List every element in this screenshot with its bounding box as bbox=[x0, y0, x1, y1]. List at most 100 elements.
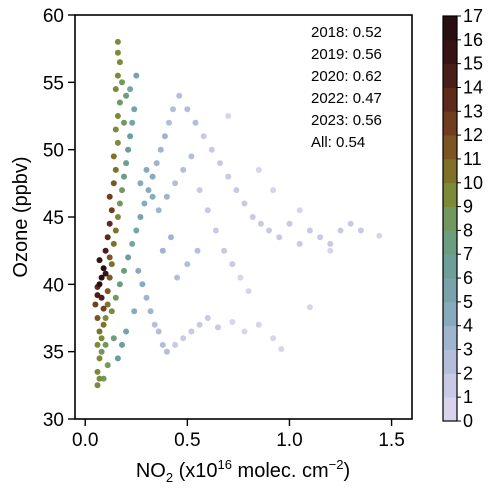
data-point bbox=[131, 106, 138, 113]
data-point bbox=[94, 368, 101, 375]
data-point bbox=[114, 38, 121, 45]
colorbar-segment bbox=[443, 254, 457, 279]
data-point bbox=[108, 207, 115, 214]
colorbar-segment bbox=[443, 325, 457, 350]
data-point bbox=[114, 49, 121, 56]
data-point bbox=[104, 301, 111, 308]
colorbar-segment bbox=[443, 349, 457, 374]
y-tick-label: 40 bbox=[43, 275, 64, 296]
data-point bbox=[102, 341, 109, 348]
data-point bbox=[306, 304, 313, 311]
data-point bbox=[110, 335, 117, 342]
x-axis-title-sub: 2 bbox=[166, 470, 173, 485]
data-point bbox=[110, 240, 117, 247]
data-point bbox=[255, 321, 262, 328]
data-point bbox=[376, 232, 383, 239]
data-point bbox=[233, 187, 240, 194]
data-point bbox=[121, 173, 127, 180]
data-point bbox=[196, 187, 203, 194]
data-point bbox=[106, 274, 113, 281]
data-point bbox=[217, 160, 223, 167]
data-point bbox=[96, 375, 103, 382]
data-point bbox=[104, 362, 111, 369]
data-point bbox=[225, 113, 232, 119]
data-point bbox=[137, 214, 144, 220]
data-point bbox=[204, 315, 211, 321]
data-point bbox=[98, 294, 105, 301]
data-point bbox=[131, 308, 138, 315]
data-point bbox=[121, 267, 127, 274]
colorbar-tick-label: 15 bbox=[463, 54, 483, 74]
y-tick-label: 35 bbox=[43, 343, 64, 364]
data-point bbox=[270, 335, 277, 342]
y-tick-label: 55 bbox=[43, 73, 64, 94]
colorbar-segment bbox=[443, 373, 457, 398]
data-point bbox=[100, 375, 107, 382]
data-point bbox=[143, 294, 150, 301]
colorbar-segment bbox=[443, 397, 457, 422]
colorbar-segment bbox=[443, 158, 457, 184]
x-tick-label: 1.5 bbox=[378, 430, 404, 451]
data-point bbox=[104, 288, 111, 295]
data-point bbox=[170, 106, 176, 113]
data-point bbox=[137, 180, 144, 187]
data-point bbox=[357, 227, 364, 234]
data-point bbox=[147, 308, 154, 315]
data-point bbox=[133, 72, 140, 79]
data-point bbox=[123, 92, 130, 99]
data-point bbox=[106, 193, 113, 200]
colorbar-frame bbox=[442, 15, 458, 422]
data-point bbox=[100, 265, 107, 272]
data-point bbox=[100, 321, 107, 328]
data-point bbox=[225, 173, 232, 180]
data-point bbox=[168, 234, 174, 241]
colorbar-tick-label: 5 bbox=[463, 292, 473, 312]
data-point bbox=[286, 220, 293, 227]
annotation-2019: 2019: 0.56 bbox=[311, 46, 382, 63]
data-point bbox=[98, 274, 105, 281]
colorbar-tick-label: 8 bbox=[463, 220, 473, 240]
data-point bbox=[153, 160, 160, 167]
colorbar-tick-label: 14 bbox=[463, 77, 483, 97]
data-point bbox=[196, 321, 203, 328]
data-point bbox=[145, 187, 152, 194]
data-point bbox=[180, 166, 187, 173]
data-point bbox=[221, 247, 228, 254]
colorbar-segment bbox=[443, 206, 457, 231]
colorbar-tick-label: 0 bbox=[463, 411, 473, 431]
data-point bbox=[100, 305, 107, 312]
colorbar-segment bbox=[443, 39, 457, 65]
colorbar-segment bbox=[443, 278, 457, 303]
correlation-annotations: 2018: 0.52 2019: 0.56 2020: 0.62 2022: 0… bbox=[311, 24, 382, 151]
data-point bbox=[114, 139, 121, 146]
data-point bbox=[296, 240, 303, 247]
data-point bbox=[276, 234, 283, 241]
x-axis-title-end: ) bbox=[344, 460, 351, 482]
y-tick-label: 30 bbox=[43, 410, 64, 431]
data-point bbox=[306, 227, 313, 234]
data-point bbox=[176, 92, 183, 99]
data-point bbox=[163, 193, 170, 200]
data-point bbox=[347, 220, 354, 227]
data-point bbox=[278, 346, 285, 352]
colorbar-tick-label: 4 bbox=[463, 316, 473, 336]
data-point bbox=[112, 126, 119, 133]
data-point bbox=[98, 335, 105, 342]
y-tick-label: 45 bbox=[43, 208, 64, 229]
colorbar-tick-label: 10 bbox=[463, 173, 483, 193]
data-point bbox=[229, 261, 236, 268]
data-point bbox=[249, 214, 256, 220]
data-point bbox=[112, 86, 119, 93]
data-point bbox=[255, 166, 262, 173]
colorbar-segment bbox=[443, 111, 457, 136]
data-point bbox=[159, 341, 166, 348]
data-point bbox=[96, 355, 103, 362]
y-tick-label: 60 bbox=[43, 6, 64, 27]
data-point bbox=[229, 319, 236, 325]
data-point bbox=[106, 254, 113, 261]
colorbar-tick-label: 9 bbox=[463, 197, 473, 217]
data-point bbox=[266, 227, 272, 234]
data-point bbox=[110, 153, 117, 160]
colorbar-tick-label: 13 bbox=[463, 101, 483, 121]
data-point bbox=[116, 99, 123, 106]
